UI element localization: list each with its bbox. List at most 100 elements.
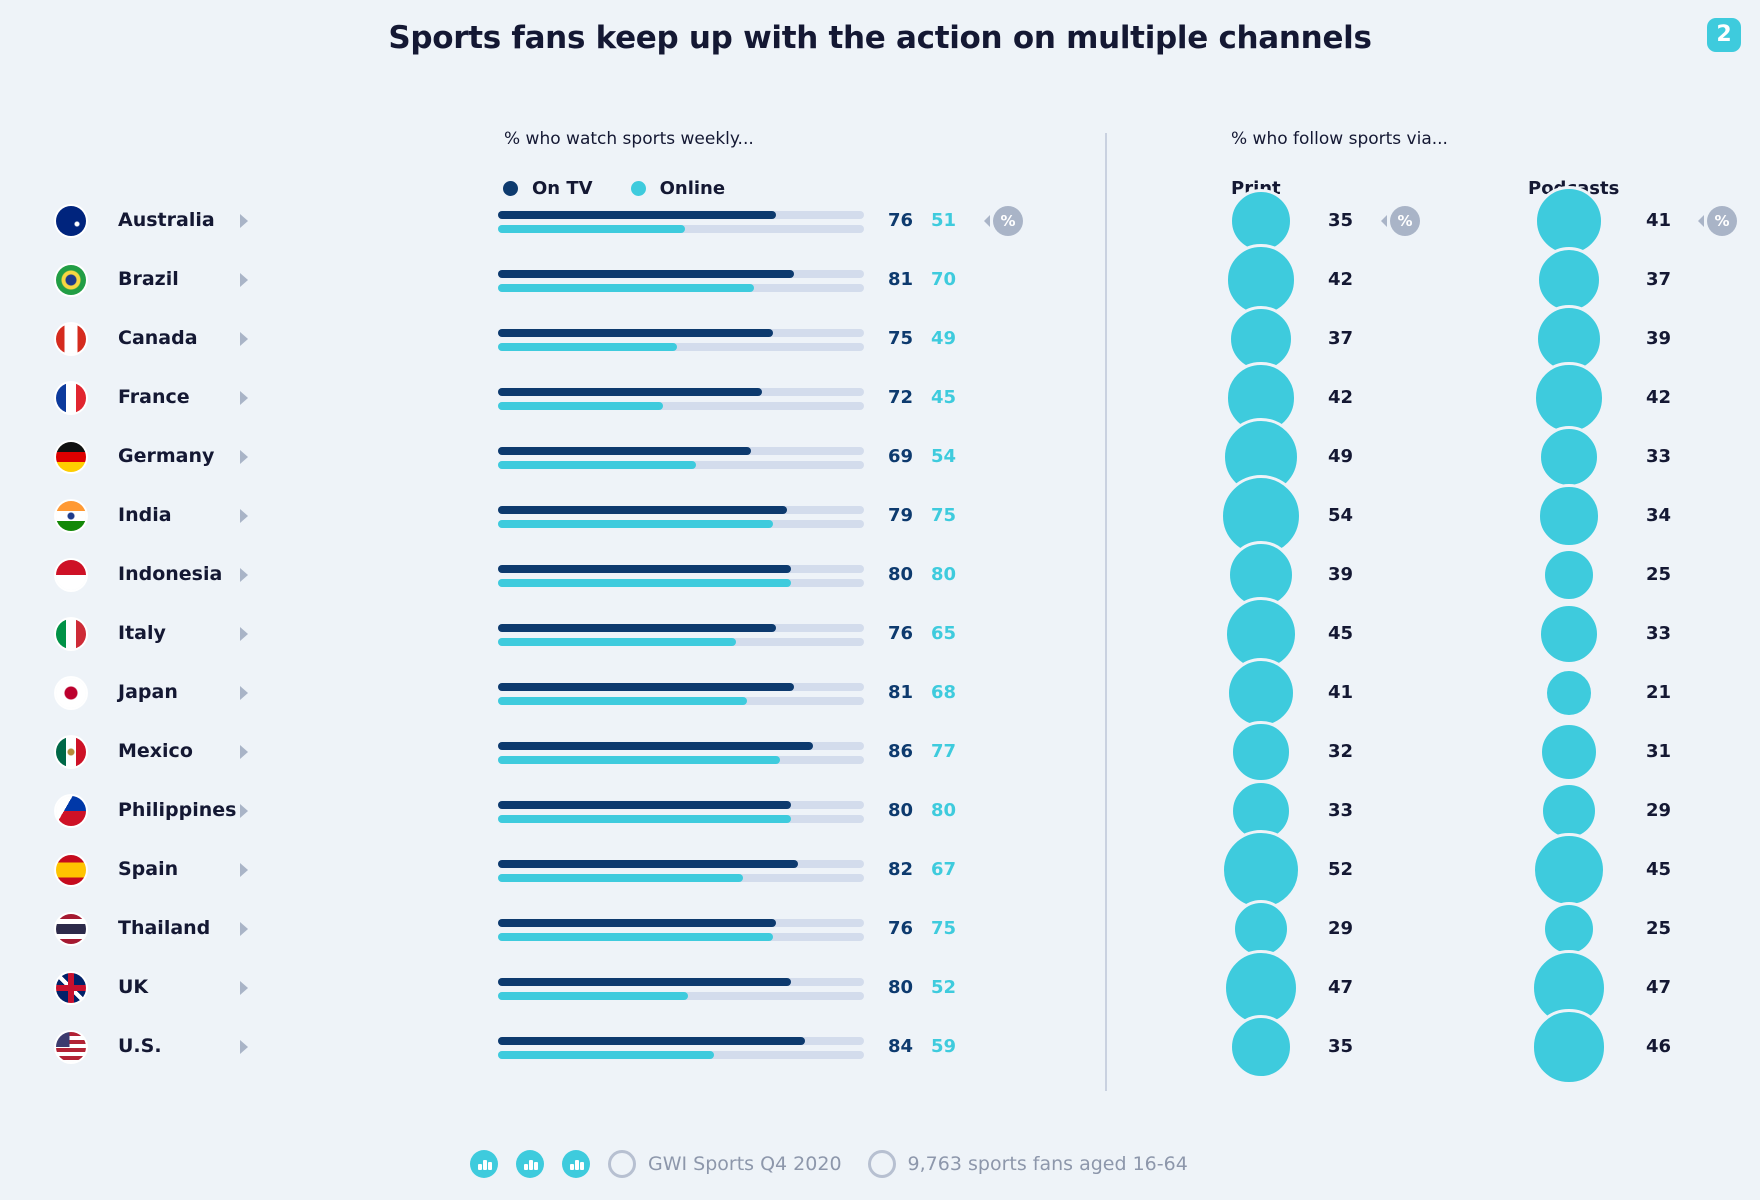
flag-icon-u-s <box>56 1032 86 1062</box>
bubble-print <box>1227 305 1295 373</box>
chevron-right-icon[interactable] <box>240 214 248 228</box>
bubble-podcasts <box>1531 1009 1607 1085</box>
data-label-print: 41 <box>1328 682 1354 703</box>
bar-online <box>498 756 780 764</box>
chevron-right-icon[interactable] <box>240 273 248 287</box>
data-label-podcasts: 34 <box>1646 505 1672 526</box>
data-label-podcasts: 47 <box>1646 977 1672 998</box>
country-label: Thailand <box>118 917 211 939</box>
legend-label-on-tv: On TV <box>532 178 593 199</box>
bar-track-online <box>498 461 864 469</box>
page-title: Sports fans keep up with the action on m… <box>388 20 1372 56</box>
chevron-right-icon[interactable] <box>240 627 248 641</box>
bar-track-on-tv <box>498 329 864 337</box>
percent-toggle[interactable]: % <box>1698 206 1737 236</box>
bubble-print <box>1225 362 1297 434</box>
page-number-badge: 2 <box>1707 18 1741 52</box>
flag-icon-canada <box>56 324 86 354</box>
data-label-print: 29 <box>1328 918 1354 939</box>
bar-online <box>498 402 663 410</box>
percent-toggle[interactable]: % <box>984 206 1023 236</box>
data-label-on-tv: 69 <box>888 446 914 467</box>
data-label-podcasts: 45 <box>1646 859 1672 880</box>
data-label-on-tv: 84 <box>888 1036 914 1057</box>
table-row: Indonesia 80 80 39 25 <box>0 540 1760 610</box>
flag-icon-indonesia <box>56 560 86 590</box>
country-label: Philippines <box>118 799 237 821</box>
chevron-right-icon[interactable] <box>240 450 248 464</box>
bar-chart-icon[interactable] <box>470 1150 498 1178</box>
bar-online <box>498 874 744 882</box>
bar-track-online <box>498 343 864 351</box>
data-label-on-tv: 81 <box>888 682 914 703</box>
bar-track-online <box>498 933 864 941</box>
country-label: U.S. <box>118 1035 162 1057</box>
bar-on-tv <box>498 919 777 927</box>
flag-icon-france <box>56 383 86 413</box>
percent-toggle[interactable]: % <box>1381 206 1420 236</box>
data-label-online: 49 <box>931 328 957 349</box>
data-label-online: 45 <box>931 387 957 408</box>
table-row: UK 80 52 47 47 <box>0 949 1760 1027</box>
bar-on-tv <box>498 860 799 868</box>
flag-icon-spain <box>56 855 86 885</box>
bubble-print <box>1231 899 1291 959</box>
table-row: Germany 69 54 49 33 <box>0 418 1760 497</box>
bubble-podcasts <box>1533 362 1605 434</box>
chevron-right-icon[interactable] <box>240 981 248 995</box>
data-label-on-tv: 76 <box>888 623 914 644</box>
data-label-on-tv: 80 <box>888 564 914 585</box>
chevron-right-icon[interactable] <box>240 568 248 582</box>
data-label-podcasts: 42 <box>1646 387 1672 408</box>
bubble-podcasts <box>1538 721 1600 783</box>
bar-track-on-tv <box>498 801 864 809</box>
bar-on-tv <box>498 1037 806 1045</box>
right-subtitle: % who follow sports via... <box>1231 129 1448 149</box>
data-label-online: 51 <box>931 210 957 231</box>
bar-chart-icon[interactable] <box>562 1150 590 1178</box>
data-label-online: 75 <box>931 918 957 939</box>
data-label-on-tv: 80 <box>888 977 914 998</box>
left-subtitle: % who watch sports weekly... <box>504 129 754 149</box>
bubble-print <box>1228 1014 1294 1080</box>
data-label-online: 52 <box>931 977 957 998</box>
bar-track-online <box>498 225 864 233</box>
bar-chart-icon[interactable] <box>516 1150 544 1178</box>
chevron-right-icon[interactable] <box>240 863 248 877</box>
chevron-right-icon[interactable] <box>240 686 248 700</box>
data-label-on-tv: 72 <box>888 387 914 408</box>
flag-icon-germany <box>56 442 86 472</box>
chevron-right-icon[interactable] <box>240 1040 248 1054</box>
bar-online <box>498 815 791 823</box>
data-label-on-tv: 80 <box>888 800 914 821</box>
table-row: Thailand 76 75 29 25 <box>0 899 1760 959</box>
legend-dot-online <box>630 181 646 196</box>
legend-dot-on-tv <box>503 181 518 196</box>
country-label: Italy <box>118 622 166 644</box>
bubble-print <box>1225 244 1297 316</box>
legend-item-online[interactable]: Online <box>630 178 725 199</box>
data-label-on-tv: 75 <box>888 328 914 349</box>
chevron-right-icon[interactable] <box>240 391 248 405</box>
flag-icon-japan <box>56 678 86 708</box>
data-label-print: 35 <box>1328 210 1354 231</box>
legend-item-on-tv[interactable]: On TV <box>503 178 593 199</box>
bar-track-on-tv <box>498 860 864 868</box>
data-label-print: 47 <box>1328 977 1354 998</box>
bar-track-online <box>498 874 864 882</box>
chevron-right-icon[interactable] <box>240 922 248 936</box>
flag-icon-australia <box>56 206 86 236</box>
chevron-right-icon[interactable] <box>240 509 248 523</box>
footer-sample: 9,763 sports fans aged 16-64 <box>907 1153 1188 1175</box>
data-label-on-tv: 86 <box>888 741 914 762</box>
bar-on-tv <box>498 329 773 337</box>
country-label: Brazil <box>118 268 179 290</box>
bar-on-tv <box>498 978 791 986</box>
chevron-right-icon[interactable] <box>240 745 248 759</box>
bar-online <box>498 225 685 233</box>
flag-icon-italy <box>56 619 86 649</box>
country-label: Germany <box>118 445 215 467</box>
chevron-right-icon[interactable] <box>240 804 248 818</box>
bar-online <box>498 1051 714 1059</box>
chevron-right-icon[interactable] <box>240 332 248 346</box>
